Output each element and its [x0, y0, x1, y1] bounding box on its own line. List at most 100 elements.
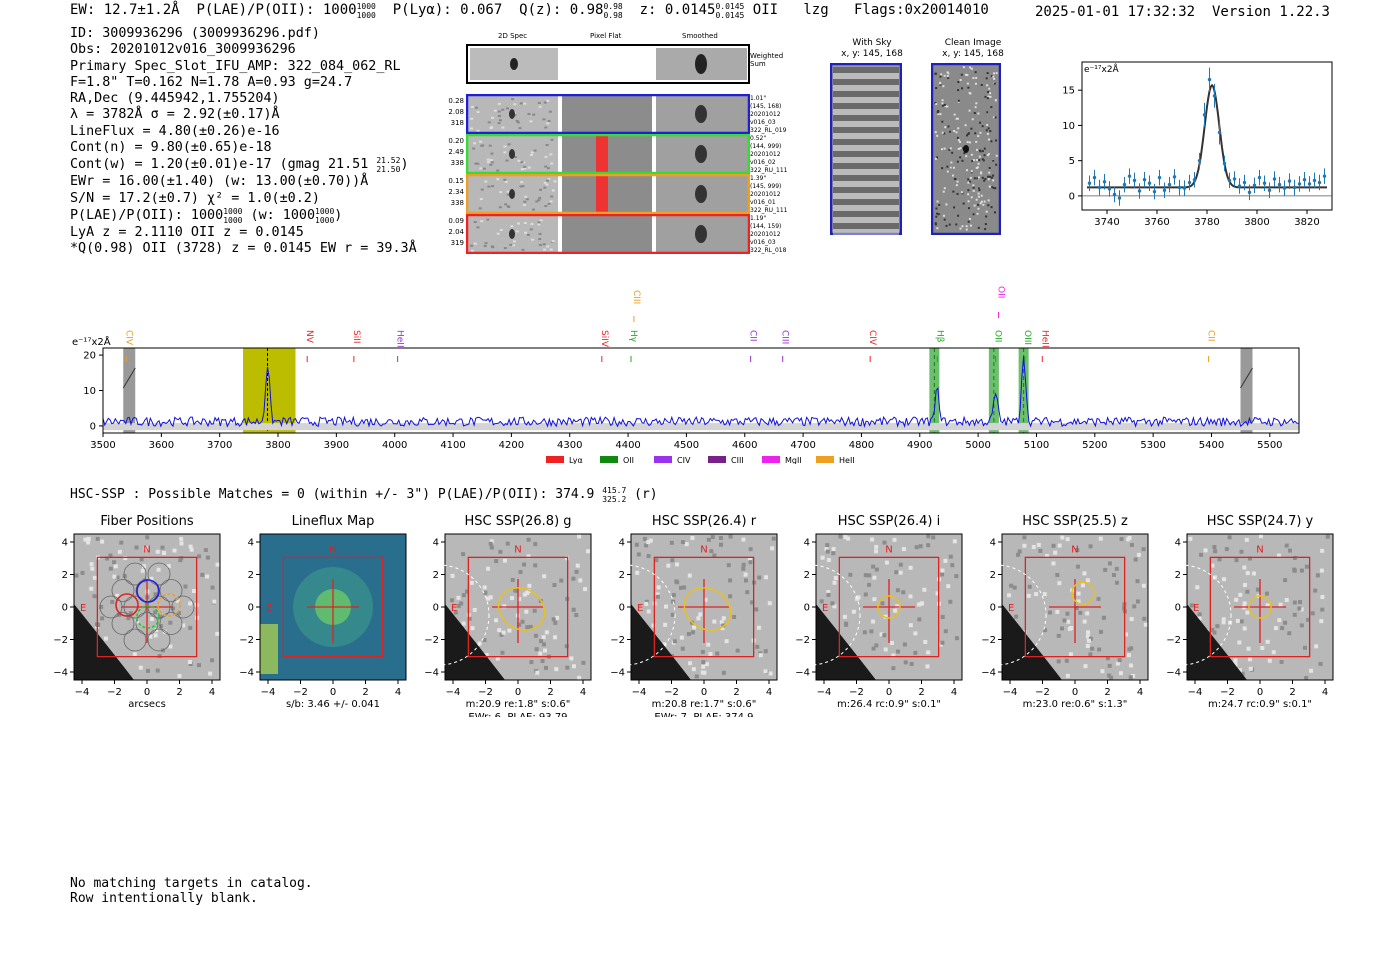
thumb-pixel: [826, 592, 831, 597]
thumb-pixel: [710, 534, 715, 539]
clean-pixel: [995, 72, 998, 75]
thumb-pixel: [578, 578, 583, 583]
thumb-pixel: [767, 601, 772, 606]
bright-star-halo: [1001, 604, 1062, 680]
clean-pixel: [943, 132, 946, 135]
thumb-pixel: [1267, 658, 1272, 663]
thumb-pixel: [871, 564, 876, 569]
thumb-pixel: [1021, 543, 1026, 548]
thumb-pixel: [1255, 587, 1260, 592]
noise-envelope: [103, 423, 1299, 431]
thumb-pixel: [581, 660, 586, 665]
smoothed-source: [695, 225, 707, 243]
header-timestamp: 2025-01-01 17:32:32 Version 1.22.3: [1035, 4, 1330, 20]
cutout-noise: [537, 199, 541, 202]
thumb-pixel: [753, 607, 758, 612]
thumb-pixel: [155, 668, 160, 673]
clean-pixel: [953, 130, 956, 133]
cutout-noise: [549, 153, 553, 156]
weighted-sum-strip: [466, 44, 750, 84]
clean-pixel: [948, 148, 951, 151]
cutout-noise: [484, 242, 488, 245]
thumb-pixel: [189, 547, 194, 552]
cutout-noise: [506, 190, 510, 193]
thumb-pixel: [718, 535, 723, 540]
zoom-ytick-label: 15: [1062, 86, 1075, 97]
thumb-pixel: [1306, 617, 1311, 622]
thumb-pixel: [499, 632, 504, 637]
thumb-ytick-label: 4: [1175, 538, 1181, 549]
thumb-pixel: [1234, 597, 1239, 602]
clean-pixel: [983, 200, 986, 203]
clean-pixel: [942, 85, 945, 88]
thumb-pixel: [700, 649, 705, 654]
sky-band: [833, 223, 899, 229]
thumb-pixel: [655, 592, 660, 597]
cutout-noise: [530, 222, 534, 225]
east-label: E: [822, 603, 828, 614]
thumb-pixel: [1054, 572, 1059, 577]
thumb-pixel: [643, 543, 648, 548]
spectrum-xtick-label: 3700: [207, 440, 232, 451]
thumb-pixel: [952, 539, 957, 544]
col-2d-spec: 2D Spec: [498, 32, 528, 40]
thumb-pixel: [533, 563, 538, 568]
clean-pixel: [934, 131, 937, 134]
clean-pixel: [941, 99, 944, 102]
legend-label: CIII: [731, 456, 744, 464]
thumb-xtick-label: −2: [107, 687, 122, 698]
clean-pixel: [948, 223, 951, 226]
thumb-pixel: [494, 618, 499, 623]
thumb-ytick-label: −2: [53, 635, 68, 646]
thumb-xtick-label: −4: [1002, 687, 1017, 698]
cutout-noise: [507, 143, 511, 146]
clean-pixel: [990, 206, 993, 209]
thumb-pixel: [1246, 646, 1251, 651]
thumb-pixel: [517, 597, 522, 602]
zoom-data-point: [1147, 181, 1152, 185]
flat-bad-column: [596, 136, 608, 172]
thumb-pixel: [574, 569, 579, 574]
clean-pixel: [955, 223, 958, 226]
clean-pixel: [984, 223, 987, 226]
cutout-noise: [543, 186, 547, 189]
clean-pixel: [975, 102, 978, 105]
sky-panels: With Sky x, y: 145, 168 Clean Image x, y: …: [828, 36, 1008, 236]
thumb-pixel: [687, 573, 692, 578]
north-label: N: [514, 544, 521, 555]
zoom-data-point: [1317, 180, 1322, 185]
legend-label: OII: [623, 456, 634, 464]
clean-pixel: [972, 184, 975, 187]
thumb-pixel: [112, 560, 117, 565]
cutout-row: [466, 94, 750, 134]
thumb-pixel: [154, 628, 159, 633]
sky-band: [833, 157, 899, 163]
thumb-pixel: [691, 625, 696, 630]
thumb-pixel: [1309, 668, 1314, 673]
spectrum-xtick-label: 5400: [1199, 440, 1224, 451]
thumb-pixel: [1107, 663, 1112, 668]
clean-pixel: [988, 87, 991, 90]
thumb-pixel: [889, 640, 894, 645]
thumb-pixel: [586, 549, 591, 554]
thumb-pixel: [564, 644, 569, 649]
clean-pixel: [979, 202, 982, 205]
thumb-pixel: [1197, 616, 1202, 621]
thumb-pixel: [461, 621, 466, 626]
thumb-pixel: [489, 545, 494, 550]
info-contw: Cont(w) = 1.20(±0.01)e-17 (gmag 21.51 21…: [70, 156, 417, 174]
thumb-pixel: [1238, 592, 1243, 597]
thumb-pixel: [669, 558, 674, 563]
cutout-stat-n: 338: [450, 199, 464, 207]
cutout-noise: [498, 206, 502, 209]
clean-pixel: [966, 134, 969, 137]
clean-pixel: [965, 155, 968, 158]
thumbnail-title: HSC SSP(25.5) z: [1022, 514, 1128, 529]
cutout-noise: [520, 181, 524, 184]
cutout-stat-n: 319: [450, 239, 464, 247]
thumb-xtick-label: 2: [1289, 687, 1295, 698]
clean-pixel: [978, 155, 981, 158]
cutout-noise: [480, 220, 484, 223]
thumb-pixel: [488, 541, 493, 546]
thumb-ytick-label: 0: [1175, 603, 1181, 614]
